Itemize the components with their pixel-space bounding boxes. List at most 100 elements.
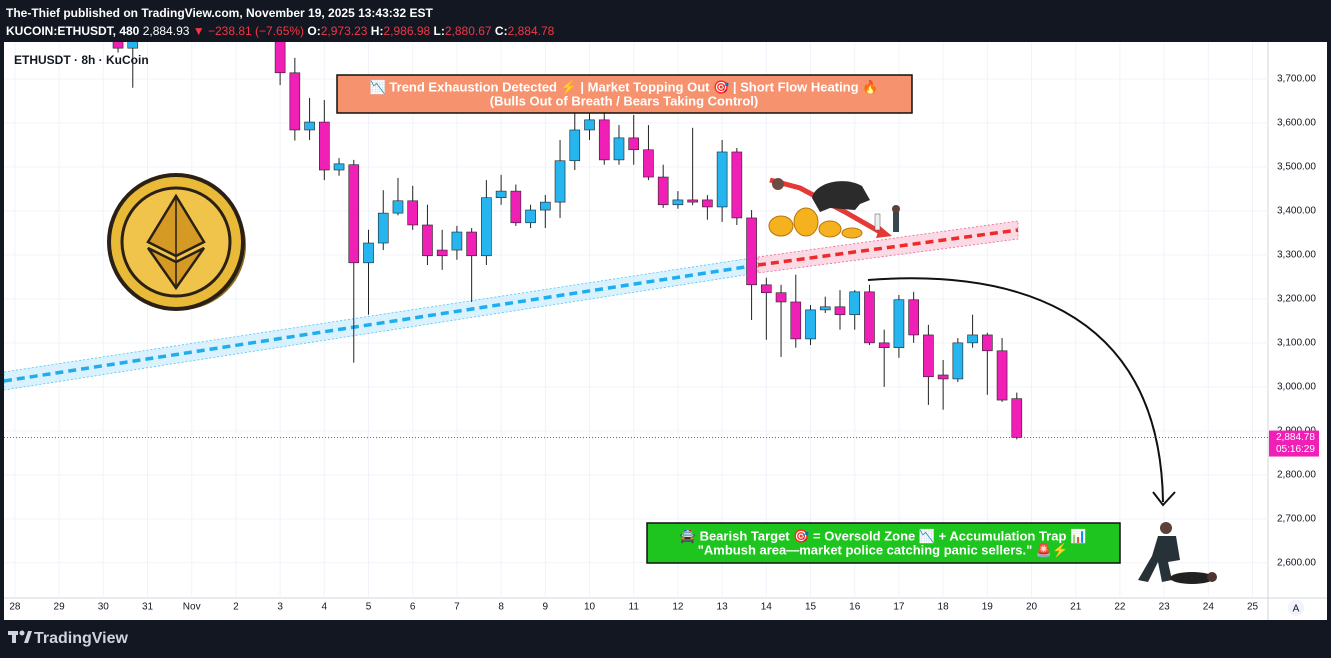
x-tick-label: 11 <box>629 602 640 613</box>
x-tick-label: 12 <box>672 602 684 613</box>
candle-body <box>451 231 463 251</box>
candle-body <box>819 306 831 311</box>
ohlc-label: C: <box>494 24 508 38</box>
police-illustration <box>1138 522 1217 584</box>
candle-body <box>525 209 536 224</box>
annotation-text: "Ambush area—market police catching pani… <box>698 542 1069 558</box>
y-tick-label: 3,300.00 <box>1277 250 1316 261</box>
candle-body <box>495 190 507 199</box>
candle-body <box>112 42 124 49</box>
ohlc-label: L: <box>433 24 445 38</box>
scale-mode[interactable]: A <box>1293 604 1300 615</box>
x-tick-label: 24 <box>1203 602 1215 613</box>
y-tick-label: 3,400.00 <box>1277 206 1316 217</box>
candle-body <box>834 306 846 316</box>
candle-body <box>363 242 374 264</box>
x-tick-label: 25 <box>1247 602 1259 613</box>
candles <box>112 42 1023 440</box>
candle-body <box>672 199 684 206</box>
candle-body <box>510 190 522 224</box>
x-tick-label: 2 <box>233 602 239 613</box>
candle-body <box>304 121 315 131</box>
candle-body <box>908 299 919 336</box>
candle-body <box>554 160 566 203</box>
annotation-box <box>336 74 913 114</box>
x-tick-label: 10 <box>584 602 596 613</box>
candle-body <box>377 212 389 244</box>
countdown: 05:16:29 <box>1276 444 1315 455</box>
ohlc-value: 2,880.67 <box>444 24 492 38</box>
x-tick-label: 31 <box>142 602 154 613</box>
candle-body <box>746 217 757 286</box>
candle-body <box>937 374 949 380</box>
candle-body <box>716 151 728 208</box>
ohlc-value: 2,973.23 <box>320 24 368 38</box>
candle-body <box>274 42 286 74</box>
bear-illustration <box>768 177 900 239</box>
candle-body <box>436 249 448 257</box>
y-tick-label: 2,700.00 <box>1277 513 1316 524</box>
x-tick-label: 18 <box>938 602 950 613</box>
ohlc-value: 2,986.98 <box>383 24 431 38</box>
candle-body <box>319 121 330 171</box>
candle-body <box>702 199 713 208</box>
x-tick-label: 3 <box>277 602 283 613</box>
candle-body <box>849 291 861 316</box>
y-tick-label: 3,100.00 <box>1277 338 1316 349</box>
candle-body <box>392 200 404 214</box>
candle-body <box>127 42 139 49</box>
candle-body <box>761 284 772 294</box>
candle-body <box>923 334 934 378</box>
footer-logo <box>8 630 32 643</box>
candle-body <box>967 334 978 344</box>
candle-body <box>569 129 581 162</box>
x-tick-label: 21 <box>1070 602 1082 613</box>
legend-title: ETHUSDT · 8h · KuCoin <box>14 53 149 67</box>
ohlc-label: O: <box>307 24 321 38</box>
candle-body <box>893 299 905 349</box>
x-tick-label: 19 <box>982 602 994 613</box>
publisher: The-Thief published on TradingView.com, … <box>6 6 433 20</box>
y-tick-label: 2,600.00 <box>1277 557 1316 568</box>
y-tick-label: 3,000.00 <box>1277 382 1316 393</box>
x-tick-label: 4 <box>322 602 328 613</box>
candle-body <box>982 334 993 352</box>
candle-body <box>289 72 301 131</box>
scale-mode-button[interactable] <box>1288 600 1304 616</box>
annotation-text: 📉 Trend Exhaustion Detected ⚡ | Market T… <box>370 79 879 95</box>
x-tick-label: 29 <box>54 602 66 613</box>
candle-body <box>540 201 551 211</box>
y-tick-label: 2,800.00 <box>1277 469 1316 480</box>
projection-arrow <box>867 277 1164 503</box>
ohlc-label: H: <box>370 24 384 38</box>
x-tick-label: 23 <box>1159 602 1171 613</box>
axes: 3,700.00 3,600.00 3,500.00 3,400.00 3,300.00… <box>4 74 1319 613</box>
x-tick-label: 16 <box>849 602 861 613</box>
header: The-Thief published on TradingView.com, … <box>6 4 554 40</box>
candle-body <box>643 149 654 178</box>
ethereum-coin <box>107 173 246 311</box>
annotation-text: (Bulls Out of Breath / Bears Taking Cont… <box>490 93 758 108</box>
x-tick-label: 14 <box>761 602 773 613</box>
candle-body <box>805 309 816 340</box>
candle-body <box>731 151 743 219</box>
ohlc: O:2,973.23 H:2,986.98 L:2,880.67 C:2,884… <box>307 24 554 38</box>
candle-body <box>775 292 787 303</box>
x-tick-label: 8 <box>498 602 504 613</box>
last-price-badge <box>1269 430 1319 457</box>
footer-brand: TradingView <box>34 630 129 647</box>
resistance-line <box>757 228 1019 267</box>
candle-body <box>422 224 433 257</box>
candle-body <box>864 291 875 344</box>
annotation-text: 🚔 Bearish Target 🎯 = Oversold Zone 📉 + A… <box>680 528 1086 543</box>
y-tick-label: 3,200.00 <box>1277 294 1316 305</box>
candle-body <box>613 137 625 161</box>
ohlc-value: 2,884.78 <box>507 24 555 38</box>
trend-channel <box>4 220 1019 391</box>
support-line <box>4 263 759 383</box>
x-tick-label: 30 <box>98 602 110 613</box>
candle-body <box>466 231 477 257</box>
candle-body <box>584 119 595 131</box>
x-tick-label: 9 <box>543 602 549 613</box>
